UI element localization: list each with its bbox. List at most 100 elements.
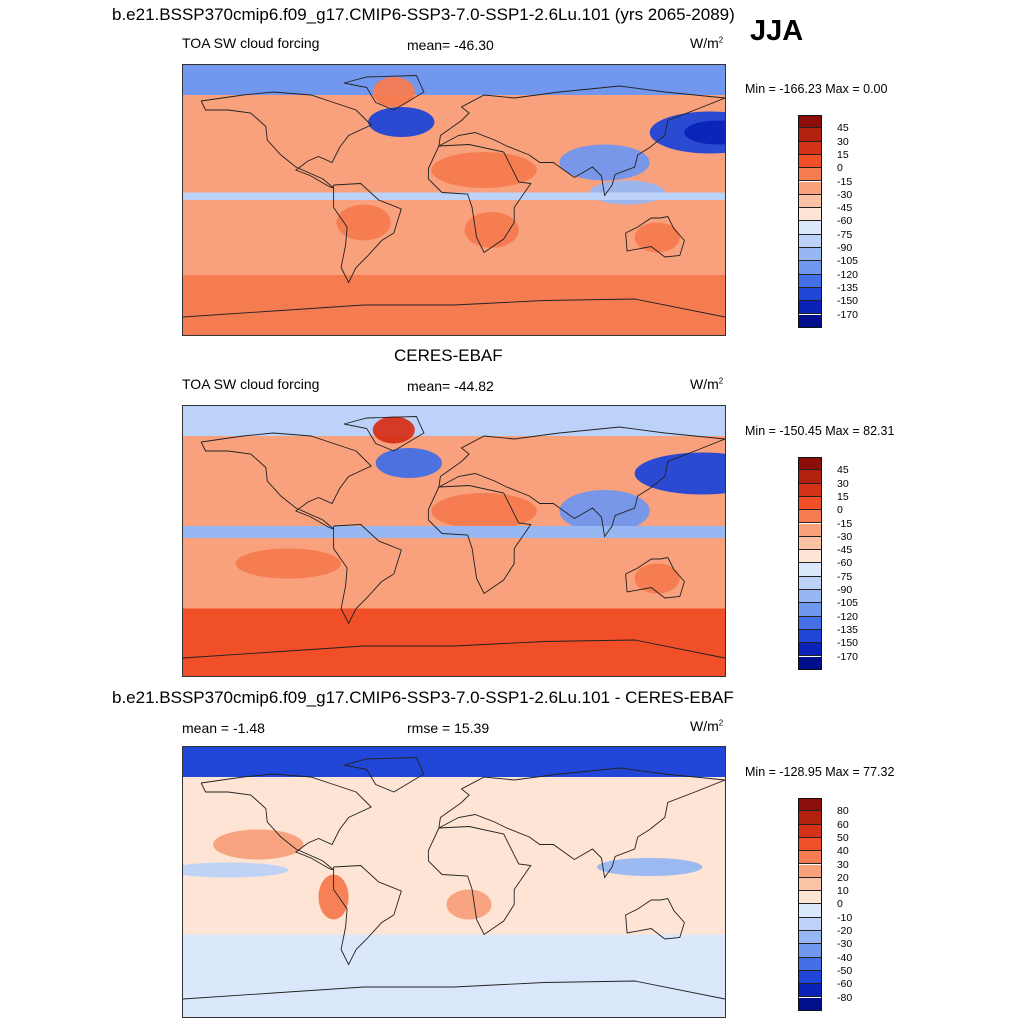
field-patch (431, 493, 537, 529)
colorbar-cell (798, 563, 822, 577)
panel1-units: W/m2 (690, 35, 724, 51)
colorbar-cell (798, 576, 822, 590)
coastline (183, 298, 725, 318)
colorbar-cell (798, 141, 822, 155)
colorbar-tick-label: -50 (837, 964, 853, 977)
panel2-map-field (183, 406, 725, 676)
colorbar-cell (798, 590, 822, 604)
colorbar-tick-label: 80 (837, 805, 849, 818)
coastline (625, 215, 685, 258)
coastline (200, 91, 372, 189)
colorbar-cell (798, 523, 822, 537)
field-patch (336, 204, 391, 241)
colorbar-tick-label: -45 (837, 544, 853, 557)
colorbar-tick-label: -10 (837, 911, 853, 924)
coastline (333, 183, 402, 284)
colorbar-cell (798, 811, 822, 825)
colorbar-tick-label: -75 (837, 228, 853, 241)
colorbar-tick-label: -150 (837, 637, 859, 650)
colorbar-tick-label: -120 (837, 610, 859, 623)
field-patch (368, 107, 435, 137)
colorbar-tick-label: -20 (837, 925, 853, 937)
colorbar-cell (798, 168, 822, 182)
coastline (427, 485, 532, 595)
panel2-mean: mean= -44.82 (407, 378, 494, 394)
colorbar-tick-label: -60 (837, 215, 853, 228)
field-band (183, 65, 725, 95)
field-patch (375, 448, 442, 478)
colorbar-cell (798, 904, 822, 918)
colorbar-cell (798, 274, 822, 288)
coastline (625, 897, 685, 940)
colorbar-tick-label: -135 (837, 281, 859, 294)
colorbar-cell (798, 301, 822, 315)
colorbar-frame (798, 115, 822, 328)
colorbar-cell (798, 550, 822, 564)
panel3-rmse: rmse = 15.39 (407, 720, 490, 736)
colorbar-cell (798, 128, 822, 142)
field-patch (235, 548, 342, 579)
panel3-mean: mean = -1.48 (182, 720, 265, 736)
colorbar-cell (798, 261, 822, 275)
colorbar-tick-label: 10 (837, 885, 849, 898)
colorbar-cell (798, 824, 822, 838)
colorbar-tick-label: 30 (837, 135, 849, 148)
colorbar-cell (798, 629, 822, 644)
coastline (427, 826, 532, 936)
colorbar-tick-label: -40 (837, 951, 853, 964)
colorbar-tick-label: 30 (837, 858, 849, 871)
colorbar-tick-label: 45 (837, 122, 849, 135)
field-patch (372, 77, 415, 107)
coastline (343, 757, 425, 793)
field-patch (634, 222, 680, 253)
panel2-title: CERES-EBAF (394, 346, 503, 365)
colorbar-tick-label: 15 (837, 148, 849, 161)
colorbar-cell (798, 917, 822, 931)
panel2-units: W/m2 (690, 376, 724, 392)
colorbar-cell (798, 181, 822, 195)
season-label: JJA (750, 15, 804, 47)
colorbar-tick-label: -135 (837, 623, 859, 636)
panel2-map (182, 405, 726, 677)
panel1-left-label: TOA SW cloud forcing (182, 35, 320, 51)
colorbar-cell (798, 931, 822, 945)
colorbar-tick-label: -15 (837, 175, 853, 188)
coastline (200, 773, 372, 871)
colorbar-tick-label: -170 (837, 308, 859, 321)
colorbar-cell (798, 208, 822, 222)
colorbar-tick-label: 0 (837, 162, 843, 175)
panel3-map-field (183, 747, 725, 1017)
coastline (183, 639, 725, 659)
coastline (438, 767, 725, 879)
colorbar-cell (798, 234, 822, 248)
colorbar-cell (798, 154, 822, 169)
colorbar-tick-label: 50 (837, 831, 849, 844)
colorbar-cell (798, 470, 822, 484)
colorbar-cell (798, 483, 822, 497)
field-patch (684, 120, 725, 145)
colorbar-tick-label: -90 (837, 584, 853, 596)
colorbar-cell (798, 851, 822, 865)
coastline (438, 426, 725, 538)
colorbar-cell (798, 603, 822, 617)
coastline (200, 432, 372, 530)
coastline (438, 85, 725, 197)
colorbar-tick-label: -150 (837, 295, 859, 308)
colorbar-tick-label: -30 (837, 188, 853, 201)
colorbar-tick-label: 0 (837, 504, 843, 517)
panel2-left-label: TOA SW cloud forcing (182, 376, 320, 392)
colorbar-tick-label: -105 (837, 597, 859, 610)
field-patch (464, 212, 519, 248)
colorbar-cell (798, 957, 822, 971)
field-patch (431, 152, 537, 188)
panel2-minmax: Min = -150.45 Max = 82.31 (745, 424, 895, 438)
colorbar-tick-label: 40 (837, 845, 849, 858)
colorbar-tick-label: 60 (837, 818, 849, 831)
field-band (183, 934, 725, 1017)
panel1-map-field (183, 65, 725, 335)
colorbar-cell (798, 194, 822, 209)
panel1-map (182, 64, 726, 336)
coastline (625, 556, 685, 599)
colorbar-cell (798, 970, 822, 985)
field-patch (446, 889, 492, 920)
